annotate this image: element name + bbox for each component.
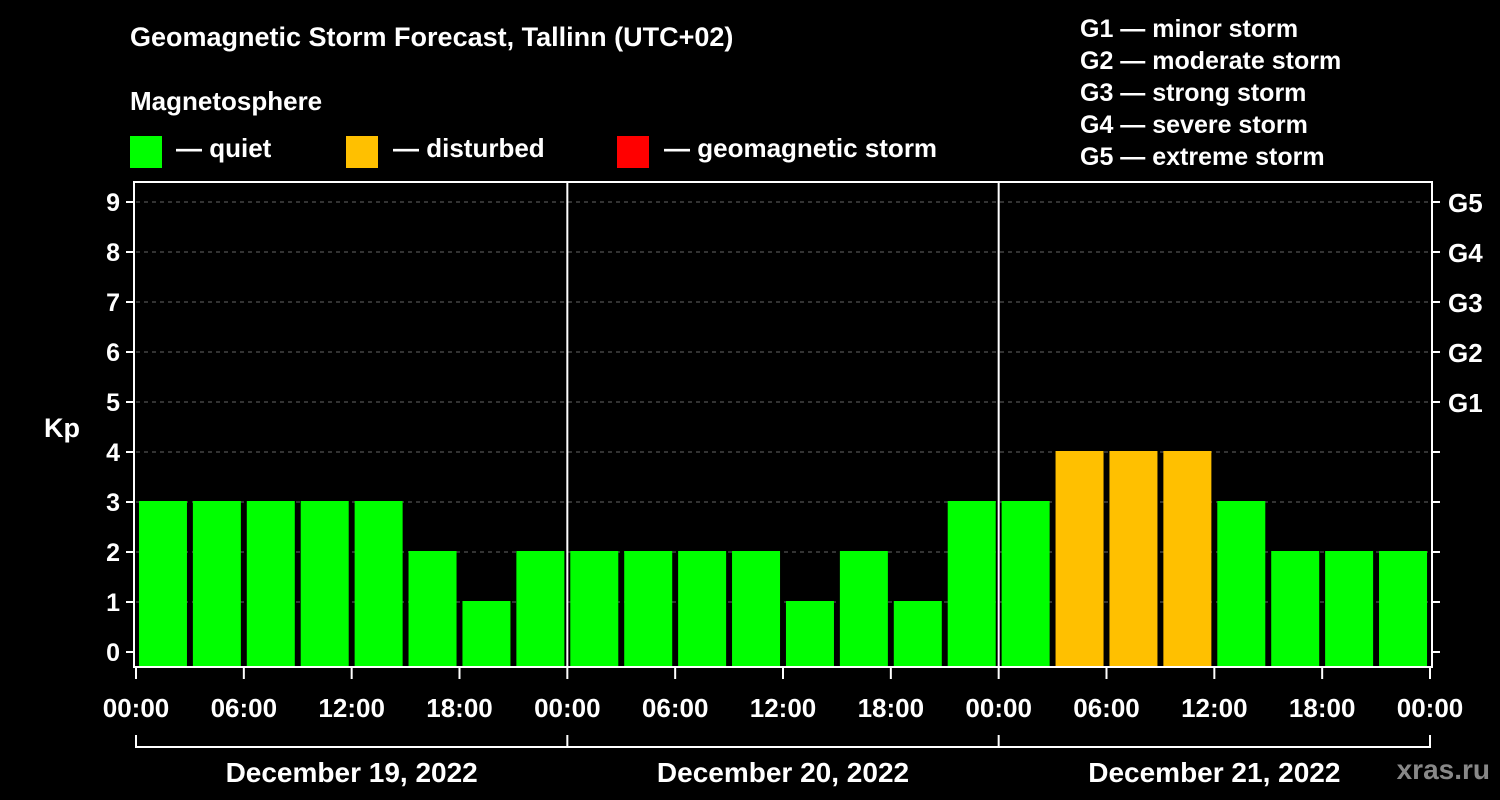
g-level-g5: G5 — extreme storm [1080, 143, 1325, 171]
y-tick-label: 1 [106, 589, 120, 617]
x-tick-label: 18:00 [858, 693, 925, 723]
kp-bar [138, 501, 187, 667]
kp-bar [1163, 451, 1212, 667]
x-tick-label: 12:00 [1181, 693, 1248, 723]
legend-label-disturbed: — disturbed [393, 133, 545, 163]
legend-label-storm: — geomagnetic storm [664, 133, 938, 163]
kp-bar [785, 601, 834, 667]
kp-bar [678, 551, 727, 667]
x-tick-label: 00:00 [965, 693, 1032, 723]
y-tick-label: 4 [106, 439, 120, 467]
kp-bar [516, 551, 565, 667]
kp-bar [624, 551, 673, 667]
magnetosphere-heading: Magnetosphere [130, 86, 323, 116]
x-tick-label: 18:00 [426, 693, 493, 723]
kp-bar [354, 501, 403, 667]
x-tick-label: 00:00 [1397, 693, 1464, 723]
y-axis-label: Kp [44, 413, 80, 443]
x-tick-label: 06:00 [642, 693, 709, 723]
kp-bar [1217, 501, 1266, 667]
legend-swatch-storm [617, 136, 649, 168]
x-tick-label: 00:00 [534, 693, 601, 723]
kp-bar [1109, 451, 1158, 667]
kp-bar [570, 551, 619, 667]
x-tick-label: 06:00 [1073, 693, 1140, 723]
kp-bar [1271, 551, 1320, 667]
x-tick-label: 18:00 [1289, 693, 1356, 723]
day-label: December 21, 2022 [1088, 757, 1340, 788]
g-level-g4: G4 — severe storm [1080, 111, 1308, 139]
kp-bar [192, 501, 241, 667]
g-axis-label: G3 [1448, 288, 1483, 318]
legend-swatch-quiet [130, 136, 162, 168]
legend-swatch-disturbed [346, 136, 378, 168]
y-tick-label: 6 [106, 339, 120, 367]
g-axis-label: G1 [1448, 388, 1483, 418]
kp-bar [839, 551, 888, 667]
kp-bar [1001, 501, 1050, 667]
g-axis-label: G5 [1448, 188, 1483, 218]
kp-bar [462, 601, 511, 667]
g-axis-label: G4 [1448, 238, 1483, 268]
kp-bar [1325, 551, 1374, 667]
y-tick-label: 2 [106, 539, 120, 567]
g-level-g2: G2 — moderate storm [1080, 47, 1342, 75]
kp-bar [1055, 451, 1104, 667]
y-tick-label: 0 [106, 639, 120, 667]
y-tick-label: 9 [106, 189, 120, 217]
kp-bar [246, 501, 295, 667]
legend-label-quiet: — quiet [176, 133, 272, 163]
x-tick-label: 12:00 [318, 693, 385, 723]
x-tick-label: 06:00 [211, 693, 278, 723]
y-tick-label: 8 [106, 239, 120, 267]
day-label: December 19, 2022 [226, 757, 478, 788]
y-tick-label: 7 [106, 289, 120, 317]
g-level-g1: G1 — minor storm [1080, 15, 1299, 43]
day-label: December 20, 2022 [657, 757, 909, 788]
x-tick-label: 00:00 [103, 693, 170, 723]
kp-bar [893, 601, 942, 667]
x-tick-label: 12:00 [750, 693, 817, 723]
kp-bar [947, 501, 996, 667]
g-level-g3: G3 — strong storm [1080, 79, 1307, 107]
kp-bar [408, 551, 457, 667]
kp-bar [732, 551, 781, 667]
chart-title: Geomagnetic Storm Forecast, Tallinn (UTC… [130, 22, 734, 52]
kp-bar [300, 501, 349, 667]
y-tick-label: 5 [106, 389, 120, 417]
watermark: xras.ru [1396, 754, 1490, 785]
g-axis-label: G2 [1448, 338, 1483, 368]
kp-bar [1379, 551, 1428, 667]
y-tick-label: 3 [106, 489, 120, 517]
